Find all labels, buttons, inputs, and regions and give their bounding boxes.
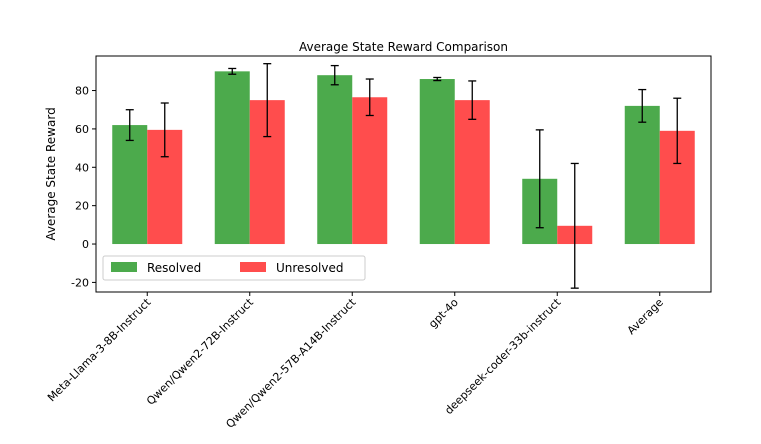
error-bars — [125, 63, 682, 289]
legend-swatch-unresolved — [240, 262, 266, 272]
y-tick-label: 40 — [75, 161, 89, 174]
chart-title: Average State Reward Comparison — [299, 40, 508, 54]
y-tick-label: -20 — [71, 276, 89, 289]
y-axis-label: Average State Reward — [44, 107, 58, 240]
plot-frame — [95, 55, 712, 293]
x-axis-ticks: Meta-Llama-3-8B-InstructQwen/Qwen2-72B-I… — [45, 292, 666, 431]
bar-resolved — [419, 79, 455, 245]
bar-unresolved — [352, 97, 388, 245]
y-tick-label: 60 — [75, 123, 89, 136]
y-tick-label: 20 — [75, 200, 89, 213]
x-tick-label: deepseek-coder-33b-instruct — [442, 295, 564, 417]
legend-box — [102, 255, 366, 281]
x-tick-label: Meta-Llama-3-8B-Instruct — [45, 295, 154, 404]
legend-swatch-resolved — [111, 262, 137, 272]
bars — [112, 71, 695, 245]
bar-resolved — [214, 71, 250, 245]
bar-resolved — [317, 75, 353, 245]
legend-label-resolved: Resolved — [147, 261, 201, 275]
bar-unresolved — [454, 100, 490, 245]
legend: Resolved Unresolved — [102, 255, 366, 281]
bar-resolved — [624, 105, 660, 245]
y-tick-label: 80 — [75, 85, 89, 98]
x-tick-label: gpt-4o — [426, 296, 461, 331]
y-tick-label: 0 — [82, 238, 89, 251]
bar-resolved — [112, 125, 148, 245]
x-tick-label: Average — [625, 296, 666, 337]
y-axis-ticks: -20 0 20 40 60 80 — [71, 85, 96, 289]
legend-label-unresolved: Unresolved — [276, 261, 343, 275]
x-tick-label: Qwen/Qwen2-72B-Instruct — [144, 295, 256, 407]
